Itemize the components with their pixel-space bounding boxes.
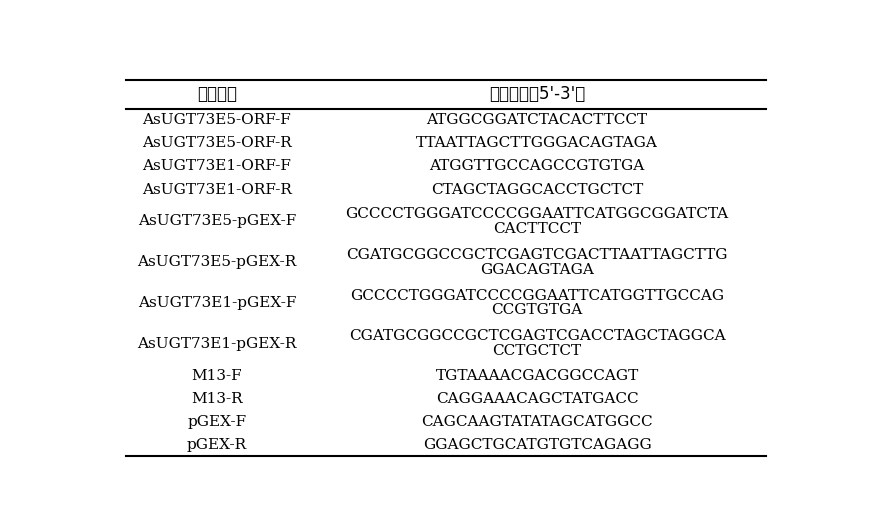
Text: CGATGCGGCCGCTCGAGTCGACTTAATTAGCTTG: CGATGCGGCCGCTCGAGTCGACTTAATTAGCTTG xyxy=(346,248,727,262)
Text: AsUGT73E1-pGEX-R: AsUGT73E1-pGEX-R xyxy=(137,337,296,350)
Text: AsUGT73E5-pGEX-F: AsUGT73E5-pGEX-F xyxy=(137,215,295,228)
Text: AsUGT73E1-pGEX-F: AsUGT73E1-pGEX-F xyxy=(137,296,295,310)
Text: AsUGT73E1-ORF-F: AsUGT73E1-ORF-F xyxy=(143,159,291,174)
Text: CGATGCGGCCGCTCGAGTCGACCTAGCTAGGCA: CGATGCGGCCGCTCGAGTCGACCTAGCTAGGCA xyxy=(348,329,725,344)
Text: ATGGCGGATCTACACTTCCT: ATGGCGGATCTACACTTCCT xyxy=(426,114,647,127)
Text: CCTGCTCT: CCTGCTCT xyxy=(492,344,581,358)
Text: pGEX-F: pGEX-F xyxy=(187,415,246,429)
Text: AsUGT73E1-ORF-R: AsUGT73E1-ORF-R xyxy=(142,183,291,196)
Text: AsUGT73E5-ORF-R: AsUGT73E5-ORF-R xyxy=(142,136,291,150)
Text: CTAGCTAGGCACCTGCTCT: CTAGCTAGGCACCTGCTCT xyxy=(430,183,642,196)
Text: pGEX-R: pGEX-R xyxy=(187,438,247,452)
Text: AsUGT73E5-ORF-F: AsUGT73E5-ORF-F xyxy=(143,114,291,127)
Text: CACTTCCT: CACTTCCT xyxy=(493,222,580,236)
Text: TTAATTAGCTTGGGACAGTAGA: TTAATTAGCTTGGGACAGTAGA xyxy=(415,136,657,150)
Text: CAGCAAGTATATAGCATGGCC: CAGCAAGTATATAGCATGGCC xyxy=(421,415,653,429)
Text: ATGGTTGCCAGCCGTGTGA: ATGGTTGCCAGCCGTGTGA xyxy=(429,159,644,174)
Text: GCCCCTGGGATCCCCGGAATTCATGGCGGATCTA: GCCCCTGGGATCCCCGGAATTCATGGCGGATCTA xyxy=(345,207,728,221)
Text: M13-R: M13-R xyxy=(191,392,242,406)
Text: 引物序列（5'-3'）: 引物序列（5'-3'） xyxy=(488,85,585,104)
Text: CAGGAAACAGCTATGACC: CAGGAAACAGCTATGACC xyxy=(435,392,638,406)
Text: AsUGT73E5-pGEX-R: AsUGT73E5-pGEX-R xyxy=(137,255,296,269)
Text: M13-F: M13-F xyxy=(191,369,242,383)
Text: GGACAGTAGA: GGACAGTAGA xyxy=(480,262,594,277)
Text: TGTAAAACGACGGCCAGT: TGTAAAACGACGGCCAGT xyxy=(435,369,638,383)
Text: CCGTGTGA: CCGTGTGA xyxy=(491,303,582,318)
Text: 引物名称: 引物名称 xyxy=(196,85,236,104)
Text: GGAGCTGCATGTGTCAGAGG: GGAGCTGCATGTGTCAGAGG xyxy=(422,438,651,452)
Text: GCCCCTGGGATCCCCGGAATTCATGGTTGCCAG: GCCCCTGGGATCCCCGGAATTCATGGTTGCCAG xyxy=(349,288,723,303)
